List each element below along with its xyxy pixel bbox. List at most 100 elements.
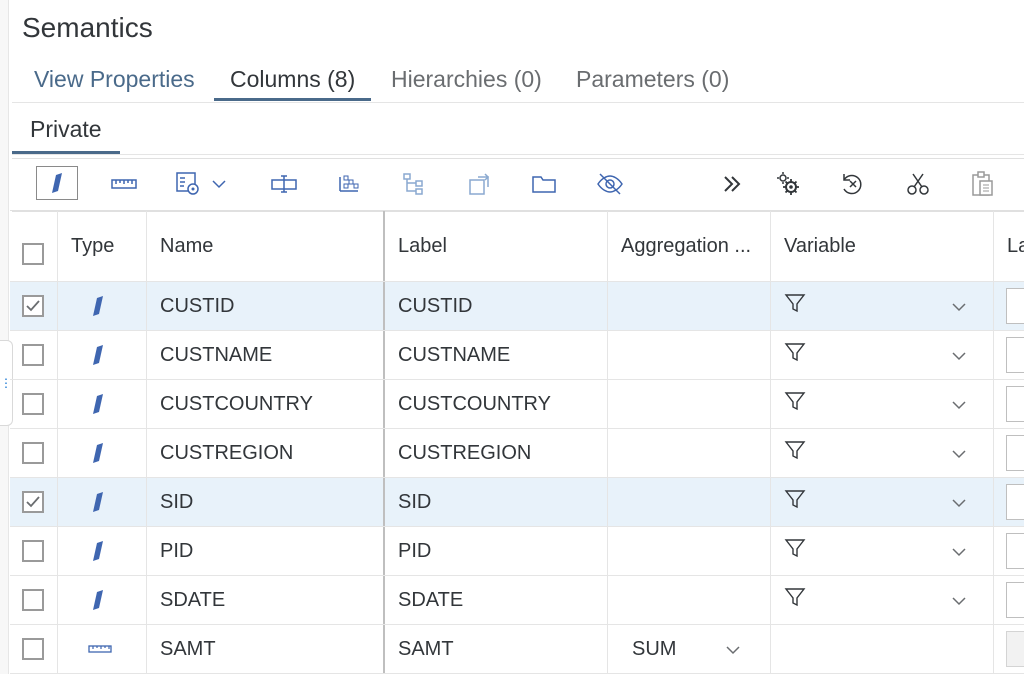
row-name: CUSTNAME bbox=[160, 343, 273, 366]
dimension-button[interactable] bbox=[36, 166, 78, 200]
row-checkbox[interactable] bbox=[22, 282, 44, 330]
row-extra-input[interactable] bbox=[1006, 533, 1024, 569]
grip-icon: ⋮ bbox=[0, 376, 12, 390]
filter-icon[interactable] bbox=[784, 439, 806, 461]
column-header-variable[interactable]: Variable bbox=[784, 234, 856, 257]
column-header-aggregation[interactable]: Aggregation ... bbox=[621, 234, 752, 257]
tab-bar: View Properties Columns (8) Hierarchies … bbox=[12, 60, 1024, 103]
row-extra-input[interactable] bbox=[1006, 386, 1024, 422]
chevron-down-icon[interactable] bbox=[950, 298, 968, 316]
overflow-button[interactable] bbox=[716, 169, 748, 199]
row-checkbox[interactable] bbox=[22, 478, 44, 526]
row-checkbox[interactable] bbox=[22, 331, 44, 379]
subtab-private[interactable]: Private bbox=[30, 116, 102, 142]
row-label[interactable]: CUSTCOUNTRY bbox=[398, 392, 551, 415]
row-checkbox[interactable] bbox=[22, 380, 44, 428]
filter-icon[interactable] bbox=[784, 586, 806, 608]
splitter-handle[interactable]: ⋮ bbox=[0, 340, 13, 426]
table-row[interactable]: SAMT SAMT SUM bbox=[10, 625, 1024, 674]
dimension-type-icon bbox=[92, 380, 104, 428]
chevron-down-icon[interactable] bbox=[950, 396, 968, 414]
dimension-type-icon bbox=[92, 331, 104, 379]
filter-icon[interactable] bbox=[784, 341, 806, 363]
row-aggregation[interactable]: SUM bbox=[632, 637, 677, 660]
row-extra-input[interactable] bbox=[1006, 435, 1024, 471]
page-title: Semantics bbox=[22, 12, 153, 43]
table-row[interactable]: PID PID bbox=[10, 527, 1024, 576]
rename-button[interactable] bbox=[268, 169, 300, 199]
dimension-icon bbox=[52, 173, 62, 193]
row-checkbox[interactable] bbox=[22, 429, 44, 477]
row-label[interactable]: PID bbox=[398, 539, 432, 562]
active-subtab-indicator bbox=[12, 151, 120, 154]
hierarchy-button[interactable] bbox=[398, 169, 430, 199]
overflow-icon bbox=[724, 176, 741, 192]
cut-button[interactable] bbox=[902, 169, 934, 199]
propagate-button[interactable] bbox=[464, 169, 496, 199]
row-extra-input[interactable] bbox=[1006, 288, 1024, 324]
row-name: SAMT bbox=[160, 637, 216, 660]
settings-button[interactable] bbox=[772, 169, 804, 199]
dimension-type-icon bbox=[92, 429, 104, 477]
dimension-type-icon bbox=[92, 478, 104, 526]
chevron-down-icon[interactable] bbox=[950, 347, 968, 365]
table-row[interactable]: CUSTCOUNTRY CUSTCOUNTRY bbox=[10, 380, 1024, 429]
filter-icon[interactable] bbox=[784, 292, 806, 314]
row-checkbox[interactable] bbox=[22, 527, 44, 575]
subtab-bar: Private bbox=[12, 110, 1024, 155]
table-row[interactable]: SID SID bbox=[10, 478, 1024, 527]
row-label[interactable]: SID bbox=[398, 490, 432, 513]
tab-columns[interactable]: Columns (8) bbox=[230, 66, 356, 92]
propagate-icon bbox=[469, 173, 490, 195]
table-row[interactable]: CUSTNAME CUSTNAME bbox=[10, 331, 1024, 380]
dimension-type-icon bbox=[92, 576, 104, 624]
row-checkbox[interactable] bbox=[22, 576, 44, 624]
paste-button[interactable] bbox=[966, 169, 998, 199]
select-all-checkbox[interactable] bbox=[22, 219, 44, 289]
row-extra-input[interactable] bbox=[1006, 484, 1024, 520]
distribute-icon bbox=[339, 175, 359, 192]
chevron-down-icon[interactable] bbox=[950, 445, 968, 463]
row-name: CUSTREGION bbox=[160, 441, 294, 464]
row-extra-input[interactable] bbox=[1006, 337, 1024, 373]
row-extra-input[interactable] bbox=[1006, 631, 1024, 667]
table-row[interactable]: CUSTID CUSTID bbox=[10, 282, 1024, 331]
row-name: SDATE bbox=[160, 588, 226, 611]
tab-hierarchies[interactable]: Hierarchies (0) bbox=[391, 66, 542, 92]
distribute-button[interactable] bbox=[332, 169, 364, 199]
measure-button[interactable] bbox=[108, 169, 140, 199]
restore-button[interactable] bbox=[836, 169, 868, 199]
column-header-label-extra[interactable]: La bbox=[1007, 234, 1024, 257]
row-extra-input[interactable] bbox=[1006, 582, 1024, 618]
chevron-down-icon[interactable] bbox=[950, 592, 968, 610]
list-settings-icon bbox=[176, 172, 199, 195]
row-label[interactable]: CUSTID bbox=[398, 294, 473, 317]
chevron-down-icon[interactable] bbox=[950, 494, 968, 512]
row-name: CUSTCOUNTRY bbox=[160, 392, 313, 415]
folder-button[interactable] bbox=[528, 169, 560, 199]
left-edge-bar bbox=[0, 0, 9, 674]
column-header-name[interactable]: Name bbox=[160, 234, 214, 257]
column-header-label[interactable]: Label bbox=[398, 234, 447, 257]
row-checkbox[interactable] bbox=[22, 625, 44, 673]
filter-icon[interactable] bbox=[784, 537, 806, 559]
hierarchy-icon bbox=[403, 173, 423, 195]
filter-icon[interactable] bbox=[784, 488, 806, 510]
table-row[interactable]: SDATE SDATE bbox=[10, 576, 1024, 625]
row-name: SID bbox=[160, 490, 194, 513]
chevron-down-icon[interactable] bbox=[724, 641, 742, 659]
list-settings-dropdown[interactable] bbox=[208, 169, 230, 199]
tab-view-properties[interactable]: View Properties bbox=[34, 66, 195, 92]
filter-icon[interactable] bbox=[784, 390, 806, 412]
row-label[interactable]: CUSTREGION bbox=[398, 441, 532, 464]
row-label[interactable]: CUSTNAME bbox=[398, 343, 511, 366]
list-settings-button[interactable] bbox=[172, 169, 204, 199]
tab-parameters[interactable]: Parameters (0) bbox=[576, 66, 730, 92]
cut-icon bbox=[907, 173, 929, 195]
row-label[interactable]: SDATE bbox=[398, 588, 464, 611]
chevron-down-icon[interactable] bbox=[950, 543, 968, 561]
table-row[interactable]: CUSTREGION CUSTREGION bbox=[10, 429, 1024, 478]
column-header-type[interactable]: Type bbox=[71, 234, 115, 257]
row-label[interactable]: SAMT bbox=[398, 637, 454, 660]
hide-button[interactable] bbox=[594, 169, 626, 199]
